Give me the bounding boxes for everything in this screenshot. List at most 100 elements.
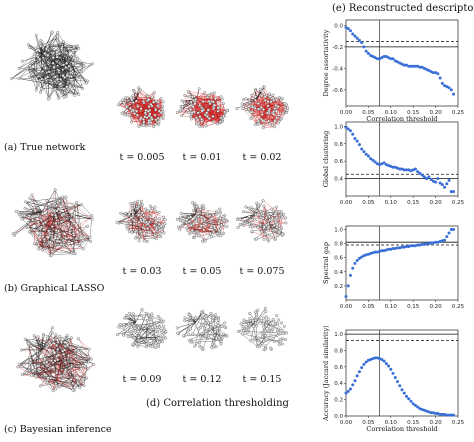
data-point bbox=[445, 235, 448, 238]
data-point bbox=[414, 168, 417, 171]
y-tick-label: 0.2 bbox=[334, 398, 343, 404]
data-point bbox=[448, 179, 451, 182]
x-tick-label: 0.25 bbox=[452, 420, 465, 426]
data-point bbox=[358, 370, 361, 373]
y-axis-label: Degree assortativity bbox=[322, 29, 330, 96]
data-point bbox=[360, 147, 363, 150]
threshold-label: t = 0.005 bbox=[112, 152, 172, 163]
data-point bbox=[353, 137, 356, 140]
data-point bbox=[407, 397, 410, 400]
y-tick-label: 0.4 bbox=[334, 177, 343, 183]
network-threshold-2-0 bbox=[112, 290, 172, 370]
caption-graphical-lasso: (b) Graphical LASSO bbox=[4, 283, 104, 294]
data-point bbox=[358, 143, 361, 146]
network-threshold-0-0 bbox=[112, 68, 172, 148]
x-tick-label: 0.15 bbox=[407, 304, 420, 310]
y-axis-label: Global clustering bbox=[322, 131, 330, 188]
data-point bbox=[351, 267, 354, 270]
data-point bbox=[398, 384, 401, 387]
data-point bbox=[349, 129, 352, 132]
x-tick-label: 0.10 bbox=[385, 200, 398, 206]
data-point bbox=[365, 50, 368, 53]
data-point bbox=[353, 35, 356, 38]
data-point bbox=[452, 228, 455, 231]
y-tick-label: -0.6 bbox=[332, 88, 343, 94]
caption-correlation-thresholding: (d) Correlation thresholding bbox=[146, 398, 289, 409]
data-point bbox=[356, 140, 359, 143]
x-tick-label: 0.25 bbox=[452, 110, 465, 116]
threshold-label: t = 0.02 bbox=[232, 152, 292, 163]
threshold-label: t = 0.12 bbox=[172, 374, 232, 385]
threshold-label: t = 0.09 bbox=[112, 374, 172, 385]
threshold-label: t = 0.05 bbox=[172, 266, 232, 277]
data-point bbox=[441, 82, 444, 85]
y-tick-label: 0.4 bbox=[334, 381, 343, 387]
y-tick-label: 1.0 bbox=[334, 228, 343, 234]
data-point bbox=[356, 37, 359, 40]
threshold-label: t = 0.15 bbox=[232, 374, 292, 385]
network-true bbox=[2, 5, 102, 130]
data-point bbox=[450, 88, 453, 91]
data-point bbox=[387, 365, 390, 368]
x-tick-label: 0.00 bbox=[340, 420, 353, 426]
data-point bbox=[367, 154, 370, 157]
data-point bbox=[436, 177, 439, 180]
data-point bbox=[401, 388, 404, 391]
data-point bbox=[345, 295, 348, 298]
network-threshold-1-2 bbox=[232, 182, 292, 262]
data-point bbox=[452, 414, 455, 417]
y-tick-label: 0.0 bbox=[334, 414, 343, 420]
data-point bbox=[448, 86, 451, 89]
y-tick-label: 1.0 bbox=[334, 124, 343, 130]
y-axis-label: Accuracy (Jaccard similarity) bbox=[322, 326, 330, 422]
data-point bbox=[427, 175, 430, 178]
x-tick-label: 0.25 bbox=[452, 200, 465, 206]
y-tick-label: 0.8 bbox=[334, 242, 343, 248]
data-point bbox=[392, 372, 395, 375]
caption-true-network: (a) True network bbox=[4, 142, 85, 153]
x-tick-label: 0.00 bbox=[340, 200, 353, 206]
network-graphical-lasso bbox=[2, 162, 102, 287]
threshold-label: t = 0.01 bbox=[172, 152, 232, 163]
y-tick-label: -0.4 bbox=[332, 66, 343, 72]
y-tick-label: 0.4 bbox=[334, 270, 343, 276]
y-tick-label: 0.2 bbox=[334, 284, 343, 290]
x-tick-label: 0.05 bbox=[362, 200, 375, 206]
data-point bbox=[347, 390, 350, 393]
data-point bbox=[347, 27, 350, 30]
data-point bbox=[439, 77, 442, 80]
y-axis-label: Spectral gap bbox=[322, 242, 330, 284]
data-point bbox=[443, 186, 446, 189]
data-point bbox=[452, 190, 455, 193]
data-point bbox=[351, 383, 354, 386]
y-tick-label: -0.2 bbox=[332, 45, 343, 51]
data-point bbox=[383, 360, 386, 363]
threshold-label: t = 0.03 bbox=[112, 266, 172, 277]
x-tick-label: 0.10 bbox=[385, 304, 398, 310]
data-point bbox=[436, 72, 439, 75]
data-point bbox=[358, 39, 361, 42]
network-threshold-2-2 bbox=[232, 290, 292, 370]
data-point bbox=[349, 387, 352, 390]
data-point bbox=[353, 379, 356, 382]
data-point bbox=[445, 182, 448, 185]
data-point bbox=[360, 41, 363, 44]
y-tick-label: 0.8 bbox=[334, 142, 343, 148]
data-point bbox=[362, 45, 365, 48]
data-point bbox=[362, 363, 365, 366]
y-tick-label: 0.0 bbox=[334, 23, 343, 29]
data-point bbox=[452, 93, 455, 96]
data-point bbox=[367, 52, 370, 55]
network-threshold-0-2 bbox=[232, 68, 292, 148]
network-threshold-1-1 bbox=[172, 182, 232, 262]
x-tick-label: 0.00 bbox=[340, 304, 353, 310]
data-point bbox=[392, 57, 395, 60]
x-tick-label: 0.15 bbox=[407, 200, 420, 206]
data-point bbox=[349, 274, 352, 277]
data-point bbox=[362, 150, 365, 153]
network-threshold-0-1 bbox=[172, 68, 232, 148]
